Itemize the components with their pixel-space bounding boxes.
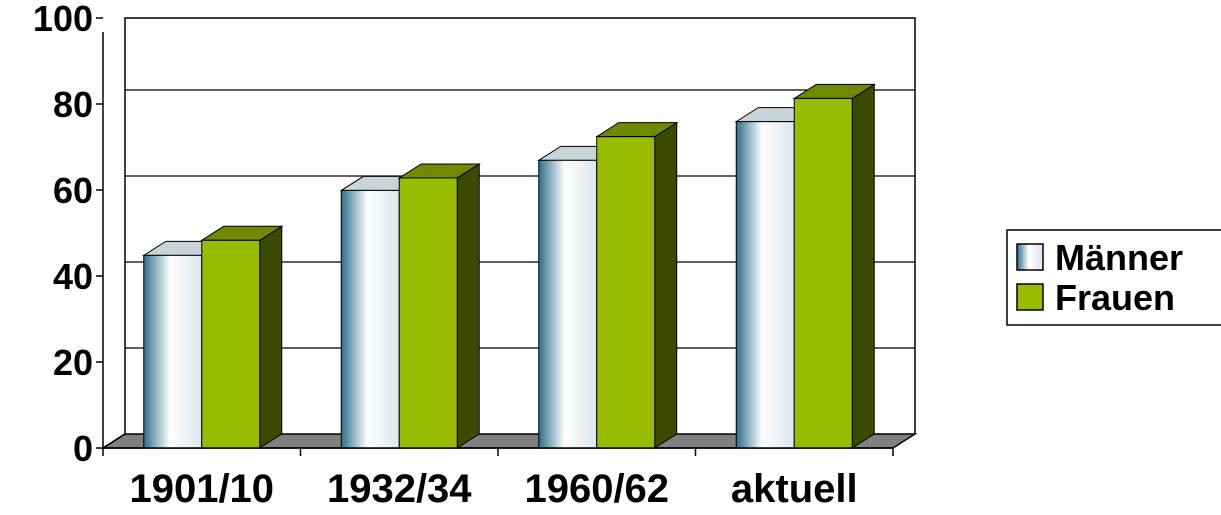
bar-Frauen-aktuell xyxy=(793,97,853,449)
bar-Männer-1932/34 xyxy=(340,189,400,449)
legend-swatch-frauen xyxy=(1016,283,1044,311)
bar-Frauen-1901/10 xyxy=(201,239,261,449)
legend-swatch-maenner xyxy=(1016,243,1044,271)
y-tick-label: 0 xyxy=(73,428,93,469)
y-tick-label: 80 xyxy=(53,84,93,125)
bar-Frauen-1932/34 xyxy=(398,177,458,449)
legend-label-maenner: Männer xyxy=(1055,237,1183,278)
bar-side-Frauen-1932/34 xyxy=(456,163,480,449)
back-wall xyxy=(124,17,916,434)
bar-Männer-aktuell xyxy=(735,121,795,449)
bar-Männer-1901/10 xyxy=(143,254,203,449)
y-tick-label: 60 xyxy=(53,170,93,211)
x-tick-label: aktuell xyxy=(731,467,858,511)
y-tick-label: 40 xyxy=(53,256,93,297)
x-tick-label: 1932/34 xyxy=(327,467,472,511)
legend-label-frauen: Frauen xyxy=(1055,277,1175,318)
bar-side-Frauen-1901/10 xyxy=(259,225,283,449)
y-tick-label: 20 xyxy=(53,342,93,383)
y-tick-label: 100 xyxy=(33,0,93,39)
bar-Frauen-1960/62 xyxy=(596,136,656,449)
bars-group xyxy=(142,83,876,449)
bar-side-Frauen-1960/62 xyxy=(654,121,678,449)
bar-side-Frauen-aktuell xyxy=(851,83,875,449)
x-tick-label: 1901/10 xyxy=(129,467,274,511)
bar-Männer-1960/62 xyxy=(538,159,598,449)
axes-group: 0 20 40 60 80 100 1901/10 1932/34 1960/62 aktuell xyxy=(33,0,894,511)
x-tick-label: 1960/62 xyxy=(524,467,669,511)
axis-corner xyxy=(102,433,126,449)
